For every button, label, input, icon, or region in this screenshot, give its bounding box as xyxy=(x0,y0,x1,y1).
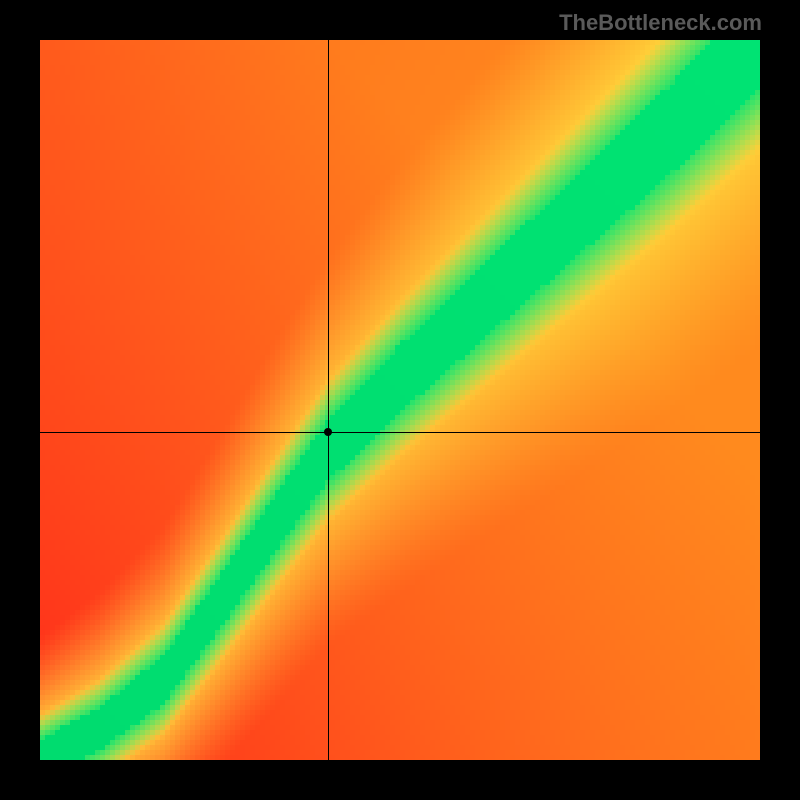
heatmap-canvas xyxy=(40,40,760,760)
heatmap-plot xyxy=(40,40,760,760)
crosshair-horizontal xyxy=(40,432,760,433)
crosshair-vertical xyxy=(328,40,329,760)
watermark-text: TheBottleneck.com xyxy=(559,10,762,36)
crosshair-dot xyxy=(324,428,332,436)
